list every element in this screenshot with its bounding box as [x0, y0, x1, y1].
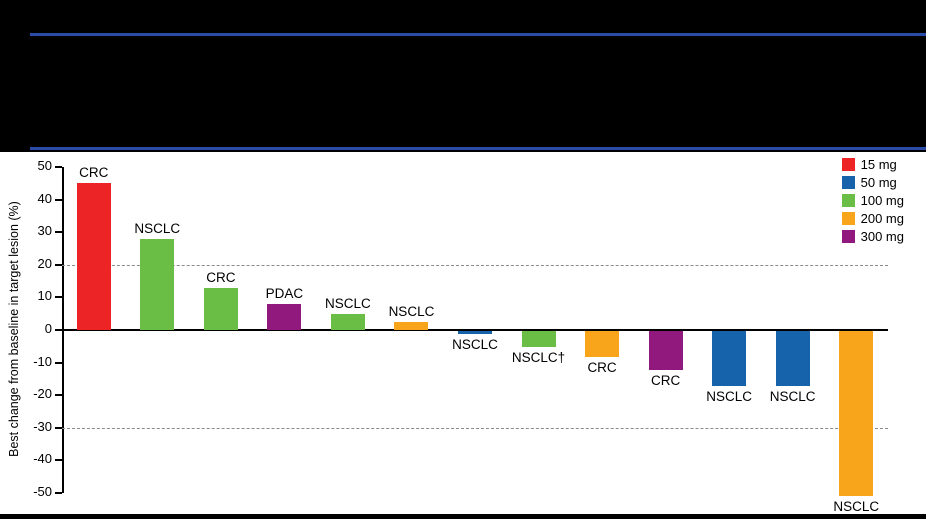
legend-item: 15 mg: [841, 157, 904, 172]
y-tick-mark: [55, 492, 62, 494]
bar-nsclc: [839, 331, 874, 496]
bar-crc: [76, 183, 111, 330]
bar-label: CRC: [650, 373, 681, 389]
legend-swatch-icon: [841, 194, 855, 207]
y-tick-mark: [55, 296, 62, 299]
y-tick-label: 20: [37, 255, 52, 271]
bar-label: NSCLC: [833, 498, 880, 514]
y-tick-mark: [55, 263, 62, 266]
y-tick-label: 0: [44, 321, 52, 336]
bar-label: NSCLC: [769, 389, 816, 405]
legend-item: 50 mg: [841, 175, 904, 190]
y-tick-label: 40: [37, 190, 52, 206]
bar-nsclc: [330, 313, 365, 330]
bar-nsclc: [140, 238, 175, 330]
bar-label: CRC: [587, 360, 617, 376]
legend-label: 15 mg: [860, 157, 897, 172]
y-tick-mark: [55, 394, 62, 397]
bar-crc: [203, 287, 238, 330]
legend-swatch-icon: [841, 176, 855, 189]
y-tick-label: -10: [33, 353, 52, 369]
legend-label: 200 mg: [860, 211, 904, 226]
slide-footer: [0, 514, 926, 519]
y-tick-mark: [55, 231, 62, 234]
reference-line: [62, 427, 888, 429]
bar-label: CRC: [79, 165, 109, 181]
legend-label: 300 mg: [860, 229, 904, 244]
bar-crc: [648, 331, 683, 371]
bar-nsclc: [775, 331, 810, 387]
bar-nsclc: [521, 331, 556, 348]
y-tick-label: -30: [33, 418, 52, 434]
bar-label: NSCLC: [706, 389, 753, 405]
y-tick-mark: [55, 361, 62, 364]
bar-label: NSCLC: [388, 303, 435, 319]
plot-area: 50 40 30 20 10 0 -10 -20 -30 -40 -50 CRC NSCLC CRC PDA…: [0, 152, 926, 519]
y-tick-label: -50: [33, 484, 52, 499]
bar-pdac: [267, 303, 302, 330]
header-bottom-divider-line: [30, 147, 926, 150]
y-tick-mark: [55, 459, 62, 462]
bar-crc: [585, 331, 620, 358]
bar-label: NSCLC: [325, 295, 371, 311]
legend-item: 300 mg: [841, 229, 904, 244]
y-tick-label: 30: [37, 223, 52, 239]
bar-label: NSCLC: [134, 220, 181, 236]
y-tick-label: -40: [33, 451, 52, 467]
y-tick-mark: [55, 329, 62, 331]
header-top-divider-line: [30, 33, 926, 36]
legend: 15 mg 50 mg 100 mg 200 mg 300 mg: [841, 157, 904, 244]
reference-line: [62, 264, 888, 266]
y-tick-mark: [55, 166, 62, 168]
zero-line: [62, 329, 888, 331]
bar-nsclc: [458, 331, 492, 335]
waterfall-chart: Best change from baseline in target lesi…: [0, 152, 926, 519]
legend-swatch-icon: [841, 158, 855, 171]
legend-swatch-icon: [841, 230, 855, 243]
bar-nsclc: [394, 321, 429, 330]
slide-header: [0, 0, 926, 152]
bar-label: CRC: [206, 269, 236, 285]
y-tick-mark: [55, 426, 62, 429]
legend-item: 200 mg: [841, 211, 904, 226]
legend-swatch-icon: [841, 212, 855, 225]
bar-label: PDAC: [265, 285, 304, 301]
y-tick-label: -20: [33, 386, 52, 402]
bar-nsclc: [712, 331, 747, 387]
y-tick-mark: [55, 198, 62, 201]
bar-label: NSCLC: [452, 337, 498, 353]
y-tick-label: 50: [37, 158, 52, 173]
bar-label: NSCLC†: [511, 350, 566, 366]
legend-label: 100 mg: [860, 193, 904, 208]
legend-item: 100 mg: [841, 193, 904, 208]
legend-label: 50 mg: [860, 175, 897, 190]
y-tick-label: 10: [37, 288, 52, 304]
